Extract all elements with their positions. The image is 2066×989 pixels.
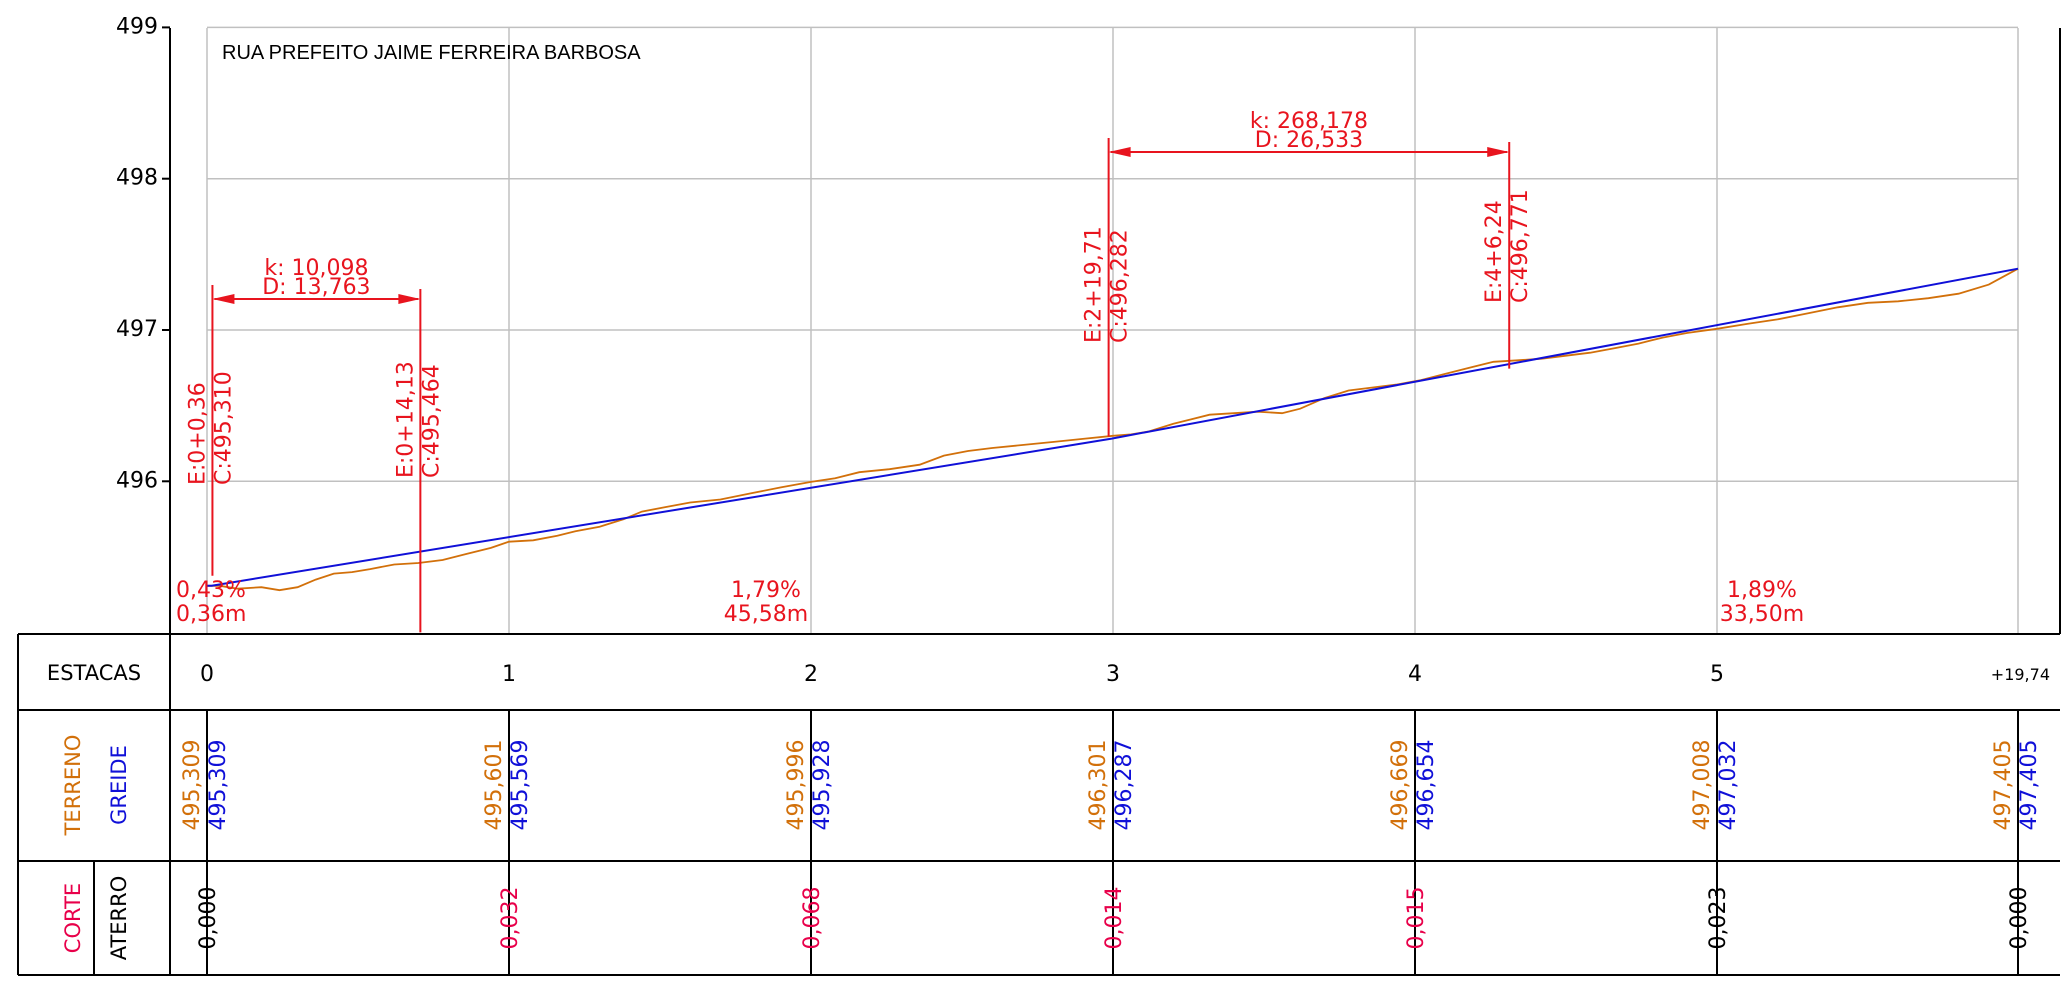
grade-percent: 1,89% — [1727, 578, 1797, 603]
cut-fill-value: 0,015 — [1404, 887, 1429, 950]
greide-value: 495,569 — [508, 740, 533, 831]
greide-value: 496,287 — [1112, 740, 1137, 831]
greide-header: GREIDE — [107, 745, 131, 825]
greide-value: 497,405 — [2017, 740, 2042, 831]
cut-fill-value: 0,068 — [800, 887, 825, 950]
cut-fill-value: 0,023 — [1706, 887, 1731, 950]
curve-k-label: k: 268,178 — [1250, 109, 1368, 134]
arrow-head — [1487, 147, 1510, 157]
curve-point-station: E:0+0,36 — [185, 382, 210, 485]
profile-title: RUA PREFEITO JAIME FERREIRA BARBOSA — [222, 42, 641, 64]
curve-d-label: D: 13,763 — [262, 275, 370, 300]
station-label: 3 — [1106, 662, 1120, 687]
estacas-header: ESTACAS — [47, 661, 141, 685]
y-tick-label: 496 — [116, 468, 158, 493]
y-tick-label: 499 — [116, 14, 158, 39]
cut-fill-value: 0,000 — [2007, 887, 2032, 950]
curve-k-label: k: 10,098 — [264, 256, 368, 281]
station-label: 5 — [1710, 662, 1724, 687]
terreno-value: 495,309 — [180, 740, 205, 831]
terreno-value: 496,301 — [1086, 740, 1111, 831]
greide-value: 495,309 — [206, 740, 231, 831]
curve-point-station: E:2+19,71 — [1082, 226, 1107, 343]
terreno-value: 497,405 — [1991, 740, 2016, 831]
station-label: 4 — [1408, 662, 1422, 687]
aterro-header: ATERRO — [107, 876, 131, 961]
curve-point-elevation: C:495,310 — [211, 371, 236, 485]
curve-point-elevation: C:496,282 — [1108, 229, 1133, 343]
greide-line — [206, 267, 2019, 587]
station-label: 2 — [804, 662, 818, 687]
corte-header: CORTE — [61, 883, 85, 953]
station-label: +19,74 — [1991, 665, 2050, 684]
station-label: 1 — [502, 662, 516, 687]
grade-length: 0,36m — [176, 602, 246, 627]
arrow-head — [398, 294, 421, 304]
grade-percent: 1,79% — [731, 578, 801, 603]
terreno-value: 497,008 — [1690, 740, 1715, 831]
grade-percent: 0,43% — [176, 578, 246, 603]
greide-value: 496,654 — [1414, 740, 1439, 831]
arrow-head — [212, 294, 235, 304]
cut-fill-value: 0,000 — [196, 887, 221, 950]
curve-point-elevation: C:495,464 — [419, 364, 444, 478]
curve-point-station: E:0+14,13 — [393, 361, 418, 478]
terreno-line — [206, 267, 2019, 592]
station-label: 0 — [200, 662, 214, 687]
terreno-header: TERRENO — [61, 735, 85, 837]
y-axis: 496 497 498 499 — [116, 14, 170, 493]
greide-value: 497,032 — [1716, 740, 1741, 831]
grade-length: 45,58m — [724, 602, 808, 627]
y-tick-label: 497 — [116, 317, 158, 342]
grade-labels: 0,43%0,36m 1,79%45,58m 1,89%33,50m — [176, 578, 1804, 627]
frame — [17, 28, 2061, 976]
arrow-head — [1108, 147, 1131, 157]
terreno-value: 495,601 — [482, 740, 507, 831]
grid — [206, 26, 2019, 634]
y-tick-label: 498 — [116, 166, 158, 191]
curve-d-label: D: 26,533 — [1255, 128, 1363, 153]
greide-value: 495,928 — [810, 740, 835, 831]
grade-length: 33,50m — [1720, 602, 1804, 627]
series — [206, 267, 2019, 592]
curve-point-elevation: C:496,771 — [1508, 189, 1533, 303]
terreno-value: 495,996 — [784, 740, 809, 831]
cut-fill-value: 0,014 — [1102, 887, 1127, 950]
curve-point-station: E:4+6,24 — [1482, 200, 1507, 303]
cut-fill-value: 0,032 — [498, 887, 523, 950]
terreno-value: 496,669 — [1388, 740, 1413, 831]
